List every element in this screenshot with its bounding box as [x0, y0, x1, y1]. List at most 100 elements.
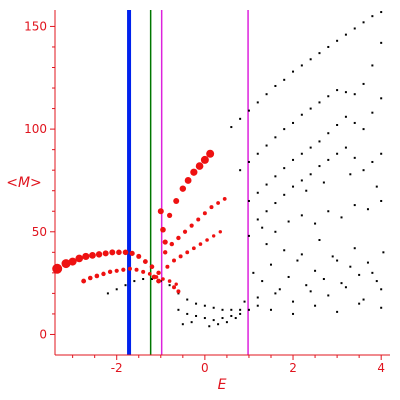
black-point-6-15 [382, 251, 385, 254]
black-point-0-11 [327, 45, 330, 48]
black-point-4-15 [239, 308, 242, 311]
black-point-2-10 [336, 124, 339, 126]
black-points [106, 11, 385, 328]
red-point-2-7 [206, 149, 215, 158]
red-point-4-4 [191, 246, 196, 251]
red-point-1-14 [174, 282, 178, 286]
black-point-4-5 [150, 278, 153, 281]
black-point-1-8 [309, 107, 312, 110]
black-point-6-4 [287, 275, 290, 278]
black-point-7-15 [358, 302, 361, 305]
black-point-7-20 [375, 185, 378, 188]
black-point-6-24 [265, 243, 268, 246]
black-point-5-13 [217, 323, 220, 326]
black-point-5-6 [230, 314, 233, 317]
red-point-1-4 [107, 269, 113, 275]
red-point-1-9 [141, 269, 146, 274]
black-point-7-14 [336, 310, 339, 313]
black-point-7-8 [353, 204, 356, 207]
black-point-5-7 [239, 312, 242, 315]
black-point-7-10 [380, 199, 383, 202]
red-point-3-6 [202, 211, 207, 216]
black-point-7-18 [322, 181, 325, 184]
black-point-2-0 [247, 199, 250, 202]
black-point-2-14 [371, 111, 374, 114]
red-point-5-6 [176, 289, 181, 294]
red-point-0-15 [156, 270, 161, 276]
black-point-1-9 [318, 101, 321, 104]
y-tick-label-1: 50 [32, 225, 47, 239]
black-point-7-9 [366, 208, 369, 211]
black-point-6-2 [269, 263, 272, 266]
black-point-5-11 [190, 321, 193, 324]
black-point-7-6 [327, 210, 330, 213]
y-axis-label: <M> [6, 175, 42, 191]
black-point-5-8 [247, 308, 250, 311]
black-point-3-2 [274, 202, 277, 205]
black-point-6-19 [309, 290, 312, 293]
black-point-1-11 [336, 89, 339, 92]
red-point-2-4 [190, 168, 198, 176]
red-point-0-0 [52, 263, 63, 274]
black-point-6-30 [371, 271, 374, 274]
red-point-1-0 [81, 278, 87, 284]
black-point-4-14 [230, 308, 233, 311]
black-point-0-6 [283, 78, 286, 81]
black-point-4-9 [186, 298, 189, 301]
red-point-0-2 [68, 257, 77, 266]
red-point-0-3 [75, 254, 84, 263]
black-point-0-7 [292, 70, 295, 73]
black-point-0-15 [362, 21, 365, 24]
x-tick-label-2: 2 [289, 361, 297, 375]
black-point-5-2 [195, 314, 198, 317]
axes [54, 10, 390, 356]
black-point-3-7 [318, 165, 321, 168]
red-point-1-3 [101, 271, 106, 277]
red-points [52, 149, 227, 294]
black-point-2-1 [256, 191, 259, 194]
black-point-1-2 [256, 152, 259, 155]
red-point-1-13 [167, 279, 172, 283]
black-point-4-4 [142, 278, 145, 281]
red-point-3-7 [209, 205, 214, 210]
black-point-3-12 [362, 169, 365, 172]
black-point-0-2 [247, 109, 250, 112]
black-point-3-5 [300, 179, 303, 182]
black-point-6-20 [327, 294, 330, 297]
black-point-2-2 [265, 183, 268, 186]
red-point-3-8 [216, 201, 220, 205]
red-point-0-5 [89, 252, 96, 259]
black-point-7-0 [247, 234, 250, 237]
black-point-1-1 [247, 160, 250, 163]
red-point-4-3 [185, 250, 190, 255]
red-point-0-10 [122, 249, 129, 256]
black-point-7-11 [269, 308, 272, 311]
black-point-1-12 [344, 91, 347, 94]
red-point-5-1 [160, 226, 166, 233]
x-axis-label: E [218, 377, 227, 393]
red-point-1-6 [121, 267, 126, 272]
black-point-7-7 [340, 216, 343, 219]
red-point-1-7 [127, 266, 132, 271]
black-point-0-3 [256, 101, 259, 104]
black-point-0-0 [230, 126, 233, 129]
black-point-5-3 [203, 317, 206, 320]
red-point-4-1 [172, 258, 177, 263]
red-point-1-8 [134, 267, 139, 272]
black-point-0-10 [318, 52, 321, 55]
red-point-2-1 [173, 197, 180, 204]
black-point-6-8 [322, 278, 325, 281]
black-point-6-1 [261, 280, 264, 283]
black-point-4-11 [203, 304, 206, 307]
black-point-5-0 [177, 308, 180, 311]
red-point-0-14 [149, 264, 155, 269]
y-tick-label-0: 0 [39, 327, 47, 341]
black-point-7-19 [349, 173, 352, 176]
black-point-2-6 [300, 152, 303, 155]
black-point-6-7 [314, 269, 317, 272]
black-point-1-4 [274, 136, 277, 139]
black-point-6-29 [353, 247, 356, 250]
black-point-2-5 [292, 158, 295, 161]
black-point-6-21 [344, 286, 347, 289]
red-point-3-9 [222, 197, 227, 201]
